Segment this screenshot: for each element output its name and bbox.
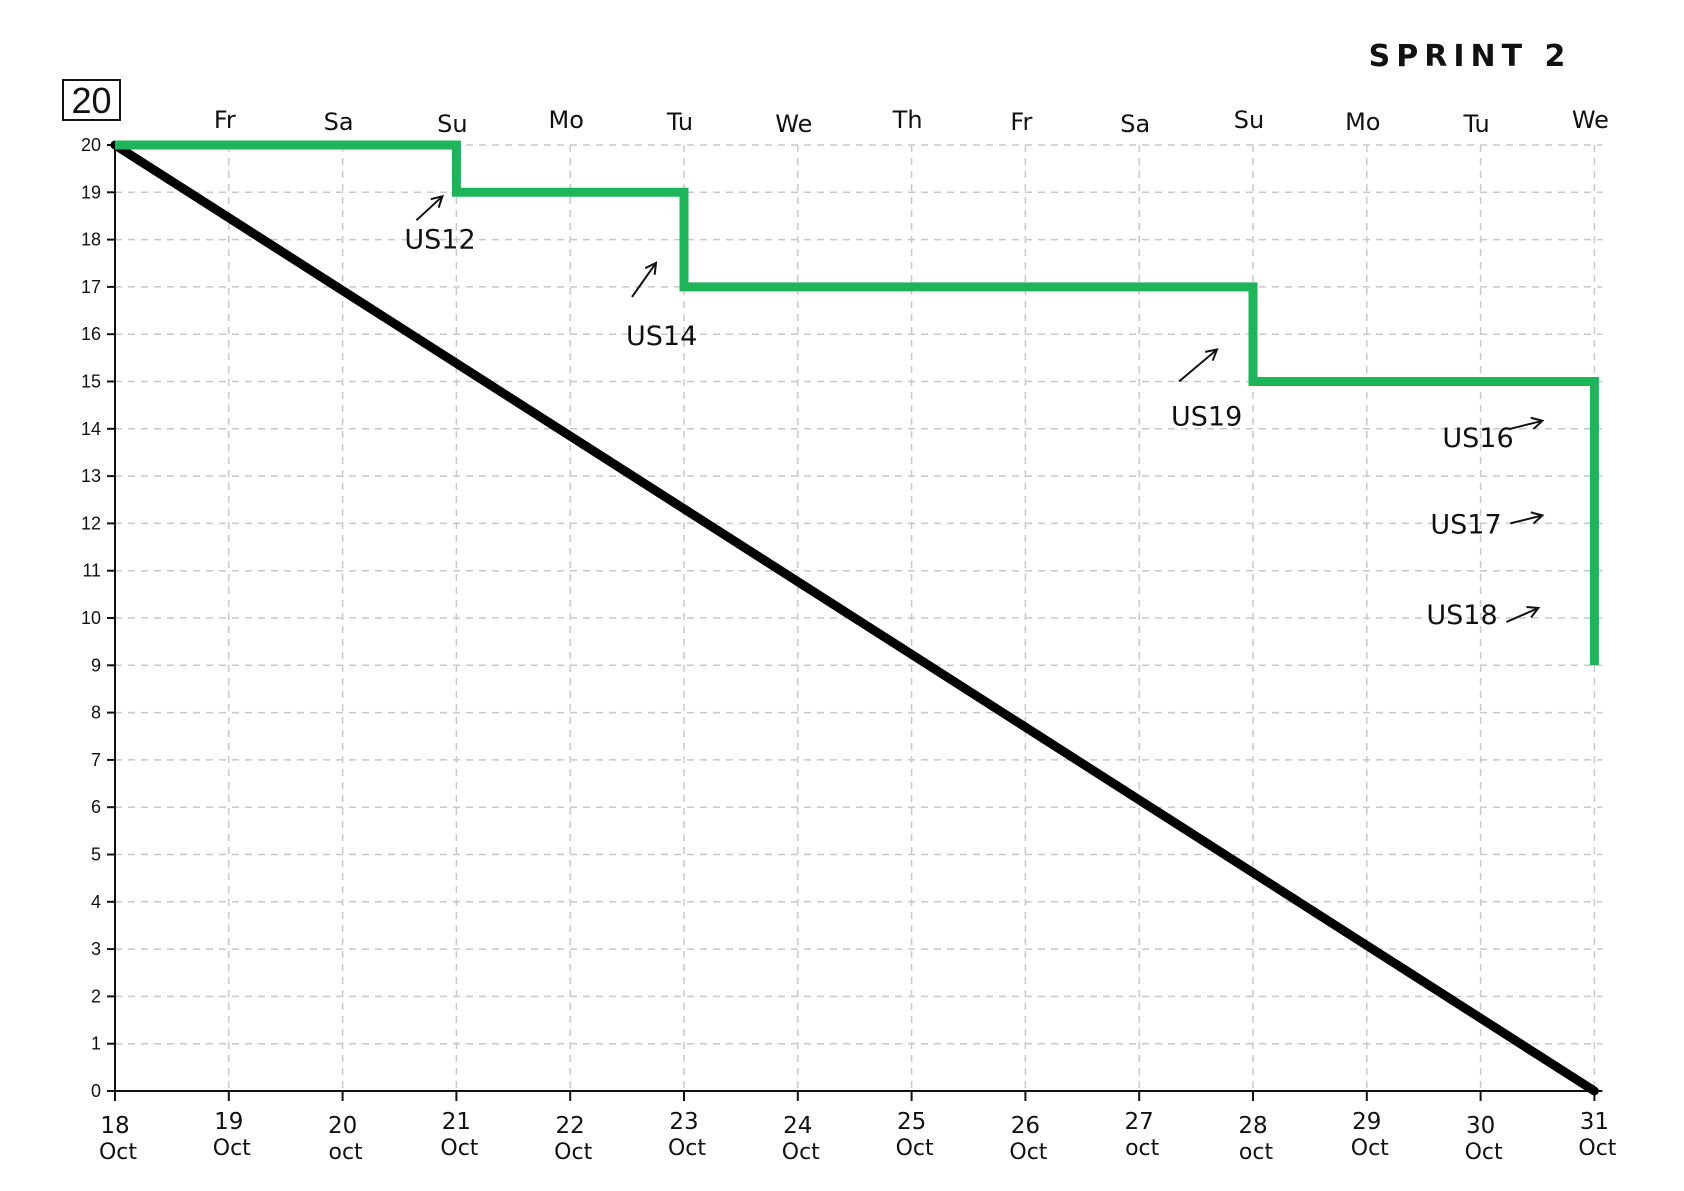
y-tick-label: 14 <box>81 419 101 439</box>
x-tick-labels: 18Oct19Oct20oct21Oct22Oct23Oct24Oct25Oct… <box>99 1109 1617 1165</box>
y-tick-label: 16 <box>81 324 101 344</box>
y-tick-label: 9 <box>91 655 101 675</box>
x-tick-month: Oct <box>554 1140 592 1165</box>
grid <box>115 144 1603 1091</box>
weekday-label: Sa <box>1120 110 1150 138</box>
x-tick-date: 18 <box>100 1113 129 1139</box>
annotation-arrowhead <box>1526 605 1541 619</box>
x-tick-date: 21 <box>442 1109 471 1135</box>
y-tick-label: 7 <box>91 750 101 770</box>
x-tick-month: Oct <box>1009 1140 1047 1165</box>
y-tick-label: 18 <box>81 230 101 250</box>
weekday-label: Mo <box>1345 108 1380 136</box>
weekday-label: Th <box>892 106 923 134</box>
annotation-arrowhead <box>1530 416 1545 430</box>
x-tick-date: 25 <box>897 1109 926 1135</box>
y-tick-label: 4 <box>91 892 101 912</box>
weekday-label: Su <box>437 110 467 138</box>
y-tick-label: 1 <box>91 1034 101 1054</box>
y-tick-label: 5 <box>91 845 101 865</box>
x-tick-month: Oct <box>99 1140 137 1165</box>
x-tick-month: Oct <box>1465 1140 1503 1165</box>
x-tick-date: 26 <box>1011 1113 1040 1139</box>
y-tick-label: 8 <box>91 703 101 723</box>
y-tick-label: 2 <box>91 986 101 1006</box>
weekday-label: Fr <box>1010 108 1032 136</box>
weekday-label: Sa <box>324 108 354 136</box>
x-tick-date: 30 <box>1466 1113 1495 1139</box>
y-tick-label: 20 <box>81 135 101 155</box>
weekday-label: Tu <box>666 108 693 136</box>
y-tick-label: 12 <box>81 513 101 533</box>
annotation-arrow <box>415 195 444 222</box>
annotation-arrow <box>1510 419 1543 430</box>
annotation-arrow <box>1178 348 1218 383</box>
weekday-labels: Fr Sa Su Mo Tu We Th Fr Sa Su Mo Tu We <box>214 106 1609 138</box>
chart-title: SPRINT 2 <box>1369 39 1572 74</box>
x-tick-date: 24 <box>783 1113 812 1139</box>
series <box>110 140 1599 1096</box>
annotation-arrowhead <box>1205 348 1219 362</box>
x-tick-date: 22 <box>556 1113 585 1139</box>
x-tick-month: oct <box>1239 1140 1274 1165</box>
y-tick-label: 13 <box>81 466 101 486</box>
y-tick-label: 3 <box>91 939 101 959</box>
weekday-label: Fr <box>214 106 236 134</box>
annotation-arrow <box>631 262 657 298</box>
x-tick-month: Oct <box>213 1136 251 1161</box>
annotation-arrowhead <box>430 194 444 208</box>
x-tick-date: 23 <box>669 1109 698 1135</box>
x-tick-month: oct <box>1125 1136 1160 1161</box>
x-tick-date: 28 <box>1238 1113 1267 1139</box>
annotation-arrowhead <box>1530 511 1545 525</box>
annotation-arrowhead <box>644 261 658 275</box>
weekday-label: Tu <box>1462 110 1489 138</box>
y-tick-label: 0 <box>91 1081 101 1101</box>
annotation-label: US17 <box>1430 509 1501 540</box>
weekday-label: We <box>1572 106 1609 134</box>
x-tick-month: Oct <box>440 1136 478 1161</box>
x-tick-date: 20 <box>328 1113 357 1139</box>
x-tick-month: Oct <box>896 1136 934 1161</box>
x-tick-month: Oct <box>782 1140 820 1165</box>
x-tick-month: Oct <box>1578 1136 1616 1161</box>
y-tick-label: 6 <box>91 797 101 817</box>
total-points-label: 20 <box>71 80 111 121</box>
x-tick-month: oct <box>329 1140 364 1165</box>
x-tick-date: 19 <box>214 1109 243 1135</box>
weekday-label: Mo <box>549 106 584 134</box>
annotations: US12 US14 US19 US16 US17 US18 <box>404 194 1545 631</box>
annotation-arrow <box>1505 607 1539 623</box>
x-tick-date: 27 <box>1125 1109 1154 1135</box>
x-tick-month: Oct <box>668 1136 706 1161</box>
x-tick-month: Oct <box>1351 1136 1389 1161</box>
actual-burndown-line <box>115 140 1599 666</box>
y-tick-label: 19 <box>81 182 101 202</box>
y-tick-label: 11 <box>82 561 101 581</box>
axes <box>107 141 1603 1101</box>
y-tick-label: 17 <box>81 277 101 297</box>
y-tick-label: 15 <box>81 372 101 392</box>
annotation-label: US12 <box>404 224 475 255</box>
weekday-label: We <box>775 110 812 138</box>
y-tick-label: 10 <box>81 608 101 628</box>
total-points-box: 20 <box>62 79 121 121</box>
x-tick-date: 31 <box>1580 1109 1609 1135</box>
annotation-label: US16 <box>1442 423 1513 454</box>
ideal-burndown-line <box>110 140 1599 1096</box>
total-box-frame <box>62 79 121 121</box>
annotation-label: US18 <box>1426 600 1497 631</box>
annotation-label: US19 <box>1171 402 1242 433</box>
x-tick-date: 29 <box>1352 1109 1381 1135</box>
annotation-label: US14 <box>626 321 697 352</box>
annotation-arrow <box>1510 514 1543 525</box>
weekday-label: Su <box>1234 106 1264 134</box>
